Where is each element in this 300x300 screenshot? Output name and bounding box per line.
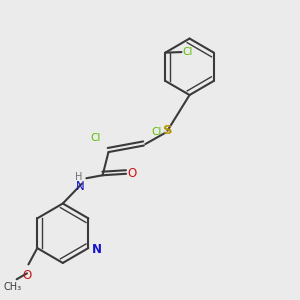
Text: Cl: Cl: [151, 127, 162, 136]
Text: CH₃: CH₃: [3, 282, 21, 292]
Text: N: N: [92, 243, 102, 256]
Text: H: H: [75, 172, 82, 182]
Text: O: O: [22, 269, 32, 283]
Text: S: S: [163, 124, 173, 137]
Text: N: N: [76, 180, 85, 193]
Text: O: O: [128, 167, 137, 180]
Text: Cl: Cl: [182, 47, 193, 57]
Text: Cl: Cl: [91, 133, 101, 143]
